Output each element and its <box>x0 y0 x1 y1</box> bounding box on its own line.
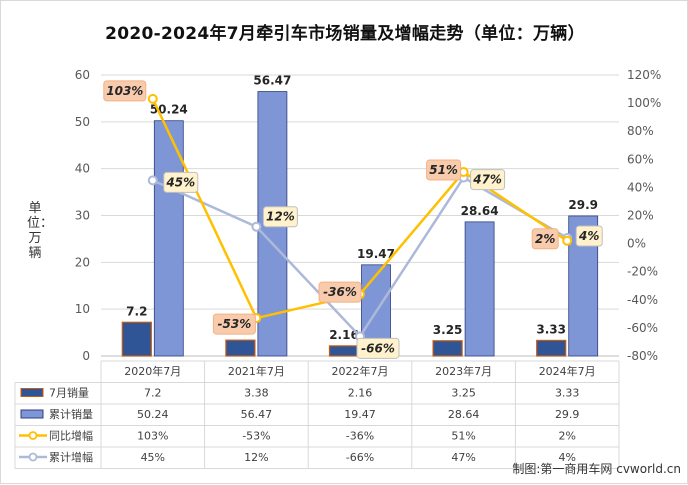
y2-tick-label: -60% <box>627 321 658 335</box>
table-cell: 12% <box>244 451 268 464</box>
bar-monthly <box>432 340 463 357</box>
yoy-data-label: -53% <box>218 317 252 331</box>
cumulative-data-label-box <box>262 206 298 228</box>
y2-tick-label: -40% <box>627 293 658 307</box>
table-cell: 45% <box>141 451 165 464</box>
table-cell: 2% <box>558 430 575 443</box>
x-tick-label: 2022年7月 <box>332 364 389 378</box>
point-yoy <box>562 235 573 246</box>
table-cell: 29.9 <box>555 408 580 421</box>
y-tick-label: 10 <box>75 302 90 316</box>
y2-tick-label: -80% <box>627 349 658 363</box>
y2-tick-label: 80% <box>627 124 654 138</box>
yoy-data-label-box <box>426 159 462 181</box>
y2-tick-label: 20% <box>627 209 654 223</box>
table-cell: -66% <box>346 451 374 464</box>
bar-cumulative <box>464 221 495 357</box>
table-cell: -53% <box>242 430 270 443</box>
y-tick-label: 40 <box>75 162 90 176</box>
bar-data-label: 7.2 <box>126 304 147 318</box>
legend-label: 同比增幅 <box>49 429 93 443</box>
bar-cumulative <box>153 120 184 357</box>
cumulative-data-label: 45% <box>165 175 195 189</box>
table-cell: 3.25 <box>451 387 476 400</box>
table-cell: 51% <box>451 430 475 443</box>
point-cumulative <box>147 175 158 186</box>
chart-title: 2020-2024年7月牵引车市场销量及增幅走势（单位：万辆） <box>105 24 585 44</box>
y2-tick-label: 60% <box>627 152 654 166</box>
cumulative-data-label-box <box>356 337 400 359</box>
legend-key-marker <box>28 431 38 440</box>
table-cell: 2.16 <box>348 387 373 400</box>
y2-tick-label: -20% <box>627 265 658 279</box>
table-cell: 3.33 <box>555 387 580 400</box>
bar-monthly <box>536 339 567 357</box>
yoy-data-label: 103% <box>106 84 143 98</box>
bar-data-label: 29.9 <box>568 198 598 212</box>
table-cell: 3.38 <box>244 387 269 400</box>
y-tick-label: 0 <box>82 349 90 363</box>
y2-tick-label: 120% <box>627 68 661 82</box>
cumulative-data-label-box <box>470 169 506 191</box>
x-tick-label: 2023年7月 <box>435 364 492 378</box>
bar-data-label: 3.33 <box>536 322 566 336</box>
cumulative-data-label-box <box>163 171 199 193</box>
table-cell: 7.2 <box>144 387 162 400</box>
cumulative-data-label: 4% <box>578 229 599 243</box>
x-tick-label: 2020年7月 <box>124 364 181 378</box>
bar-data-label: 56.47 <box>253 74 291 88</box>
table-cell: 56.47 <box>241 408 273 421</box>
table-cell: 28.64 <box>448 408 480 421</box>
cumulative-data-label: -66% <box>361 341 395 355</box>
yoy-data-label: 2% <box>535 232 555 246</box>
legend-label: 7月销量 <box>49 386 89 400</box>
bar-monthly <box>328 345 360 357</box>
y-tick-label: 20 <box>75 255 90 269</box>
point-cumulative <box>251 221 262 232</box>
table-cell: 47% <box>451 451 475 464</box>
legend-label: 累计增幅 <box>49 450 93 464</box>
table-cell: -36% <box>346 430 374 443</box>
yoy-data-label: 51% <box>429 163 458 177</box>
table-cell: 4% <box>558 451 575 464</box>
y2-tick-label: 40% <box>627 180 654 194</box>
bar-monthly <box>225 339 256 357</box>
bar-data-label: 2.16 <box>329 328 359 342</box>
point-yoy <box>147 93 158 104</box>
legend-label: 累计销量 <box>49 407 93 421</box>
cumulative-data-label-box <box>575 225 603 247</box>
chart-credit: 制图:第一商用车网 cvworld.cn <box>512 462 681 476</box>
yoy-data-label-box <box>212 313 256 335</box>
x-tick-label: 2024年7月 <box>539 364 596 378</box>
y2-tick-label: 100% <box>627 96 661 110</box>
y2-tick-label: 0% <box>627 237 646 251</box>
x-tick-label: 2021年7月 <box>228 364 285 378</box>
bar-data-label: 28.64 <box>461 204 499 218</box>
bar-monthly <box>121 321 152 357</box>
legend-key-marker <box>28 452 38 462</box>
yoy-data-label-box <box>103 80 147 102</box>
bar-data-label: 19.47 <box>357 247 395 261</box>
y-tick-label: 50 <box>75 115 90 129</box>
y-tick-label: 60 <box>75 68 90 82</box>
yoy-data-label-box <box>318 281 362 303</box>
table-cell: 103% <box>137 430 168 443</box>
bar-data-label: 3.25 <box>433 323 463 337</box>
cumulative-data-label: 47% <box>472 173 502 187</box>
yoy-data-label-box <box>531 228 559 250</box>
yoy-data-label: -36% <box>323 285 357 299</box>
table-cell: 19.47 <box>344 408 376 421</box>
y-tick-label: 30 <box>75 209 90 223</box>
legend-key-bar <box>20 409 44 419</box>
table-cell: 50.24 <box>137 408 169 421</box>
cumulative-data-label: 12% <box>266 210 295 224</box>
legend-key-bar <box>20 388 44 397</box>
